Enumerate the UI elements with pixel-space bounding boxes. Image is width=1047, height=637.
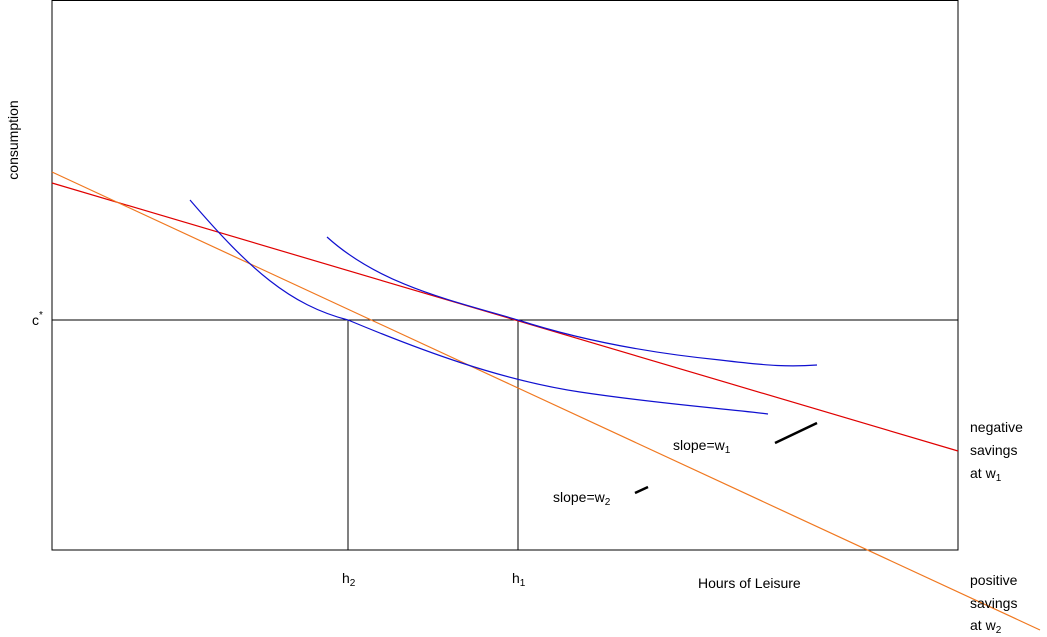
label-sup: *: [39, 310, 43, 321]
plot-frame: [51, 0, 959, 551]
label-base: slope=w: [673, 437, 726, 453]
indifference-curve: [326, 236, 818, 367]
label-base: h: [342, 570, 350, 586]
c-star-label: c*: [32, 310, 43, 328]
y-axis-label: consumption: [5, 100, 21, 179]
budget-line-w1: [51, 182, 959, 452]
note-line: negative: [970, 419, 1023, 435]
note-line: savings: [970, 595, 1017, 611]
label-base: c: [32, 312, 39, 328]
note-line: positive: [970, 572, 1018, 588]
x-axis-label: Hours of Leisure: [698, 575, 801, 591]
label-sub: 2: [996, 625, 1002, 636]
label-base: slope=w: [553, 489, 606, 505]
budget-line-w2: [51, 171, 1041, 631]
label-sub: 1: [996, 473, 1002, 484]
note-line: savings: [970, 442, 1017, 458]
label-sub: 2: [350, 578, 356, 589]
indifference-curve: [189, 199, 769, 415]
label-sub: 1: [520, 578, 526, 589]
slope-marker: [774, 421, 818, 445]
label-sub: 1: [725, 445, 731, 456]
h1-label: h1: [512, 570, 526, 589]
label-base: at w: [970, 617, 997, 633]
slope-marker: [634, 485, 649, 495]
h2-label: h2: [342, 570, 356, 589]
label-base: at w: [970, 465, 997, 481]
label-base: h: [512, 570, 520, 586]
slope-w1-label: slope=w1: [673, 437, 731, 456]
note-line: at w2: [970, 617, 1002, 636]
note-line: at w1: [970, 465, 1002, 484]
slope-w2-label: slope=w2: [553, 489, 611, 508]
label-sub: 2: [605, 497, 611, 508]
